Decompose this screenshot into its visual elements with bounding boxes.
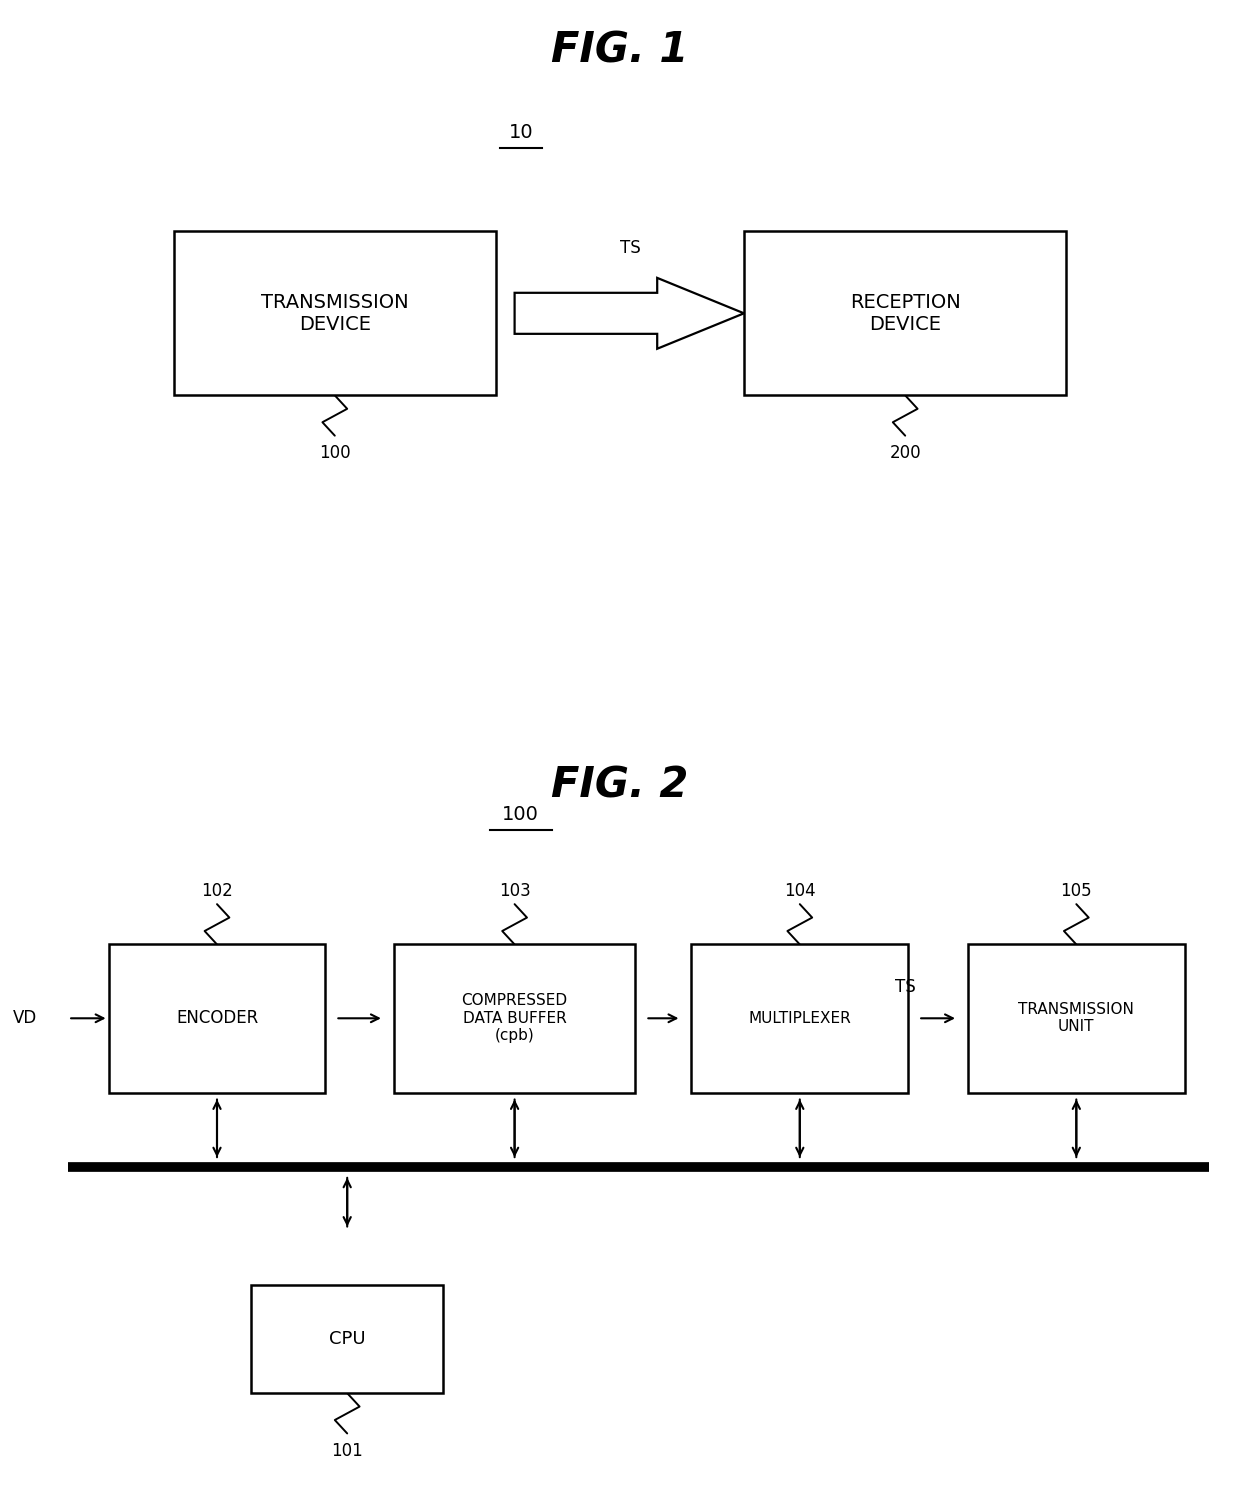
Bar [967,943,1184,1092]
Text: TRANSMISSION
UNIT: TRANSMISSION UNIT [1018,1003,1135,1034]
Text: 103: 103 [498,882,531,901]
Bar [692,943,908,1092]
Text: COMPRESSED
DATA BUFFER
(cpb): COMPRESSED DATA BUFFER (cpb) [461,994,568,1043]
Text: FIG. 1: FIG. 1 [552,30,688,72]
Text: TS: TS [895,977,915,997]
Text: TRANSMISSION
DEVICE: TRANSMISSION DEVICE [260,292,409,334]
Text: 200: 200 [889,443,921,463]
Text: MULTIPLEXER: MULTIPLEXER [749,1010,851,1026]
Text: ENCODER: ENCODER [176,1009,258,1028]
Text: 100: 100 [502,806,539,824]
Bar [394,943,635,1092]
Bar [744,231,1066,395]
Text: VD: VD [12,1009,37,1028]
Text: 10: 10 [508,122,533,142]
Text: 100: 100 [319,443,351,463]
Bar [174,231,496,395]
Text: RECEPTION
DEVICE: RECEPTION DEVICE [849,292,961,334]
Text: 104: 104 [784,882,816,901]
Bar [109,943,325,1092]
Polygon shape [515,278,744,349]
Text: CPU: CPU [329,1329,366,1349]
Bar [250,1285,444,1394]
Text: 105: 105 [1060,882,1092,901]
Text: 101: 101 [331,1441,363,1459]
Text: FIG. 2: FIG. 2 [552,764,688,807]
Text: TS: TS [620,239,640,257]
Text: 102: 102 [201,882,233,901]
